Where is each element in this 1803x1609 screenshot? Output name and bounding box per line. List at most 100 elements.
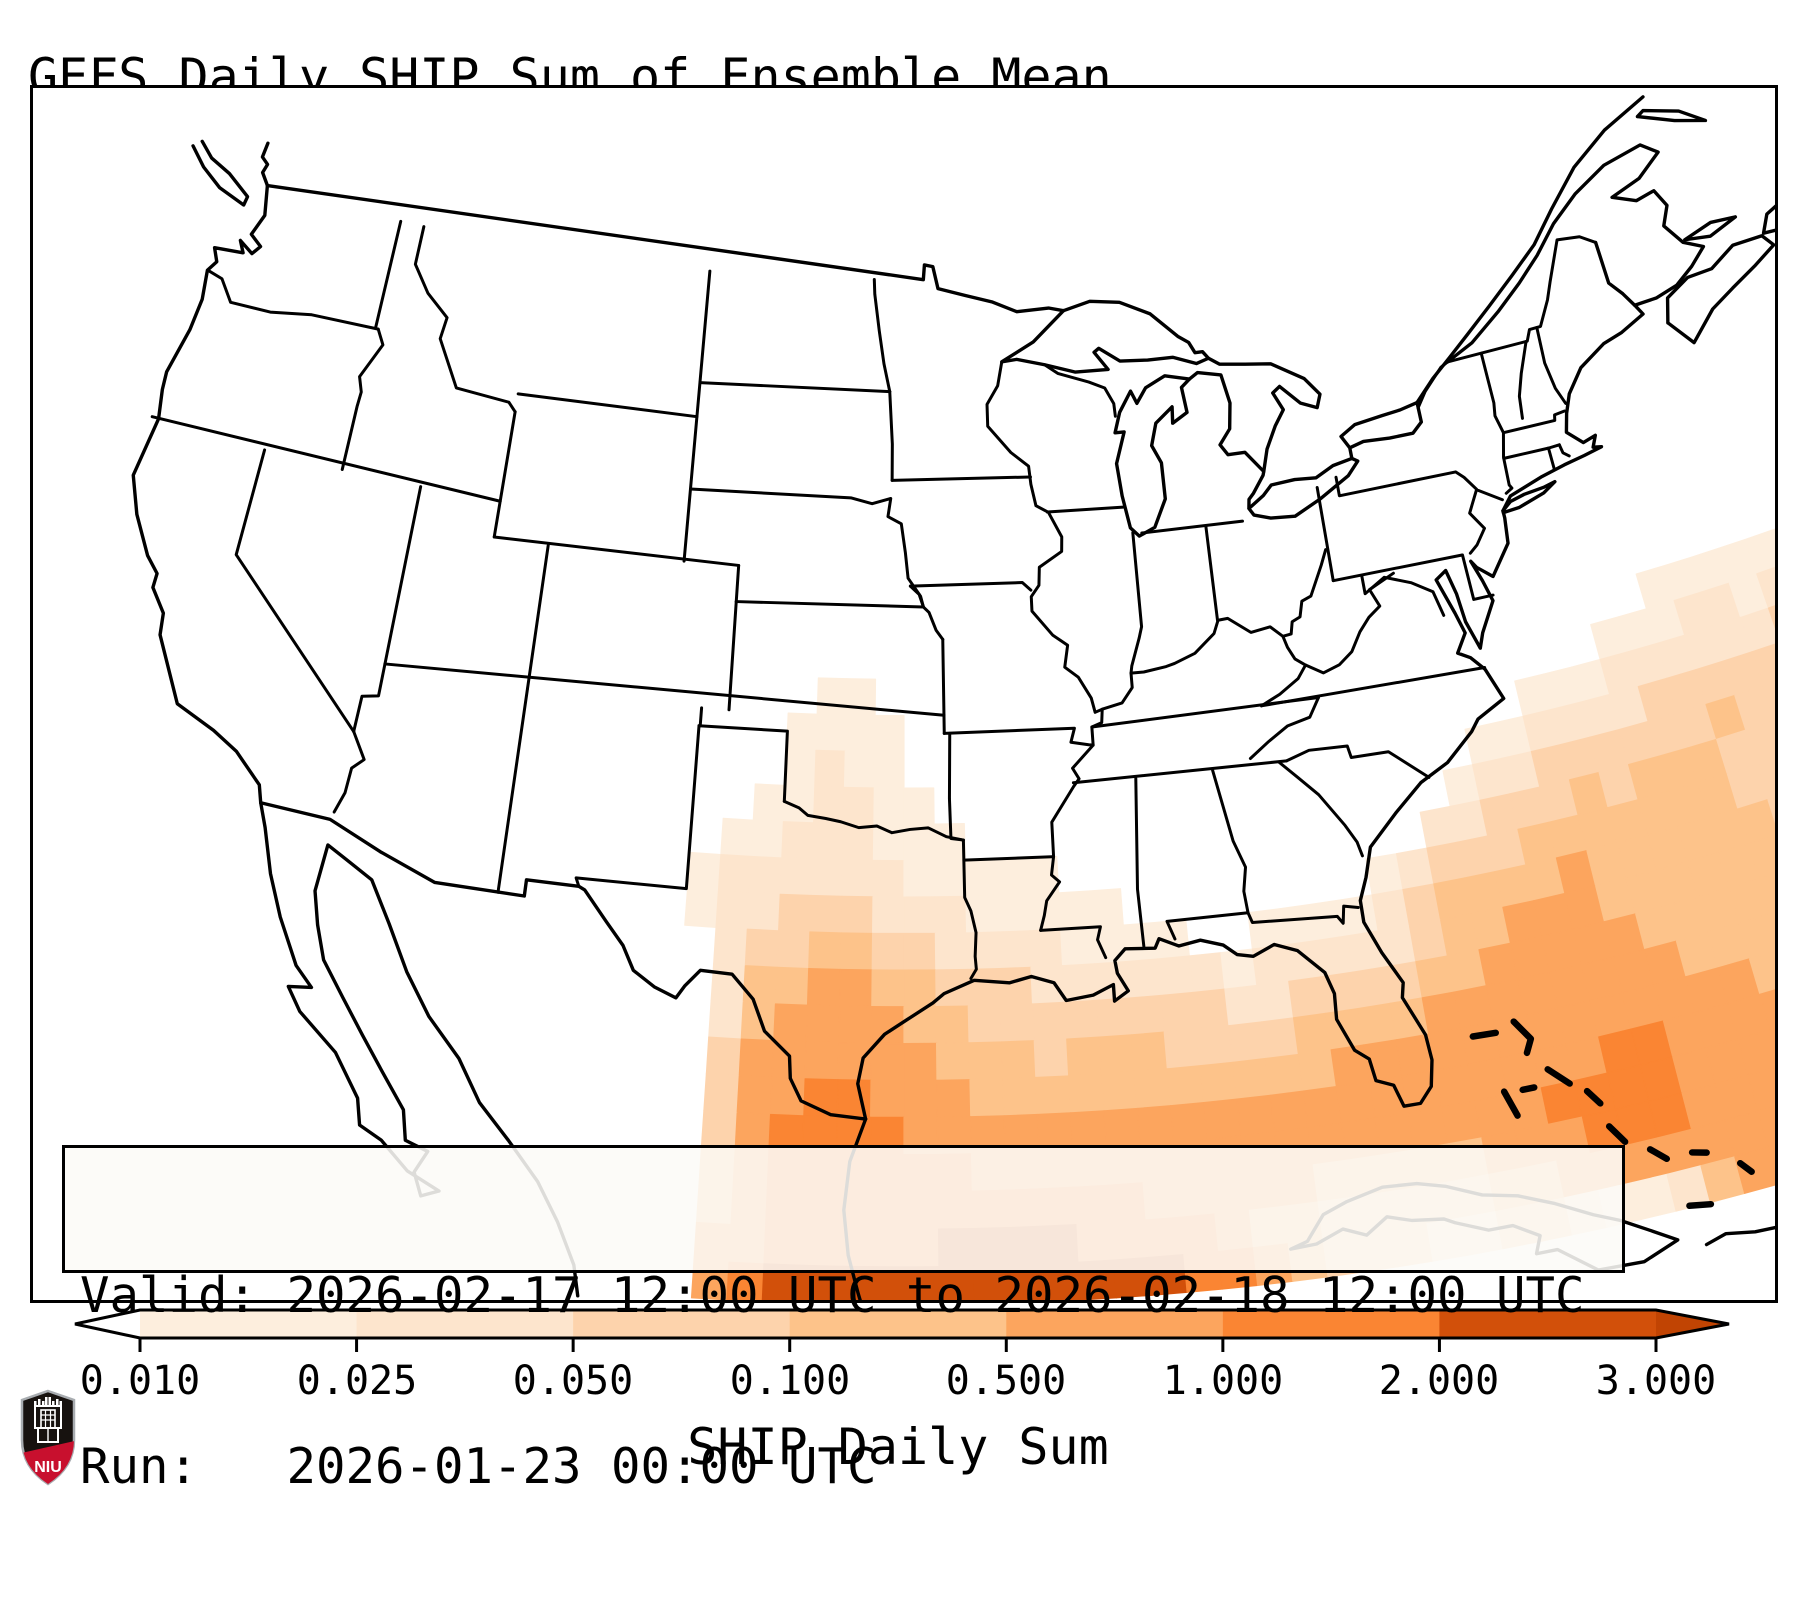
heat-cell bbox=[1092, 925, 1126, 964]
heat-cell bbox=[904, 1043, 937, 1080]
heat-cell bbox=[745, 929, 778, 967]
heat-cell bbox=[1090, 889, 1124, 928]
heat-cell bbox=[1065, 1000, 1099, 1039]
heat-cell bbox=[838, 1043, 871, 1080]
heat-cell bbox=[874, 752, 904, 788]
heat-cell bbox=[873, 897, 904, 934]
heat-cell bbox=[743, 966, 777, 1004]
heat-cell bbox=[904, 897, 935, 934]
heat-cell bbox=[1326, 1009, 1364, 1050]
heat-cell bbox=[1067, 1037, 1102, 1076]
heat-cell bbox=[1161, 993, 1197, 1033]
heat-cell bbox=[970, 1079, 1004, 1117]
heat-cell bbox=[1204, 1099, 1241, 1139]
heat-cell bbox=[968, 1005, 1001, 1043]
heat-cell bbox=[845, 715, 875, 752]
heat-cell bbox=[1193, 989, 1229, 1029]
heat-cell bbox=[842, 860, 873, 897]
heat-cell bbox=[1003, 1078, 1038, 1116]
colorbar-over-arrow bbox=[1656, 1310, 1729, 1338]
heat-cell bbox=[709, 1000, 743, 1039]
heat-cell bbox=[872, 933, 904, 970]
heat-cell bbox=[780, 858, 812, 896]
heat-cell bbox=[1261, 1018, 1298, 1059]
heat-cell bbox=[1158, 956, 1193, 996]
heat-cell bbox=[872, 970, 904, 1007]
heat-cell bbox=[685, 889, 719, 928]
map-svg bbox=[33, 88, 1775, 1300]
heat-cell bbox=[1358, 1003, 1396, 1045]
heat-cell bbox=[1167, 1066, 1203, 1106]
heat-cell bbox=[1171, 1103, 1208, 1143]
heat-cell bbox=[999, 967, 1032, 1005]
heat-cell bbox=[937, 1043, 970, 1080]
heat-cell bbox=[841, 896, 873, 933]
heat-cell bbox=[749, 856, 781, 894]
heat-cell bbox=[873, 860, 904, 897]
heat-cell bbox=[844, 787, 875, 824]
heat-cell bbox=[1102, 1072, 1138, 1111]
heat-cell bbox=[777, 931, 810, 969]
heat-cell bbox=[1031, 966, 1065, 1004]
heat-cell bbox=[1126, 959, 1161, 998]
heat-cell bbox=[839, 1006, 872, 1043]
heat-cell bbox=[837, 1080, 871, 1118]
heat-cell bbox=[1033, 1002, 1067, 1040]
heat-cell bbox=[1303, 1087, 1341, 1128]
heat-cell bbox=[1132, 1032, 1168, 1071]
heat-cell bbox=[1352, 967, 1390, 1008]
heat-cell bbox=[718, 855, 751, 893]
heat-cell bbox=[1034, 1039, 1068, 1077]
heat-cell bbox=[1200, 1062, 1237, 1102]
heat-cell bbox=[937, 1080, 971, 1118]
heat-cell bbox=[1164, 1029, 1200, 1069]
heat-cell bbox=[1229, 1022, 1266, 1062]
heat-cell bbox=[787, 713, 818, 750]
heat-cell bbox=[841, 933, 873, 970]
heat-cell bbox=[812, 823, 843, 860]
heat-cell bbox=[935, 933, 967, 970]
heat-cell bbox=[739, 1039, 773, 1077]
heat-cell bbox=[904, 788, 934, 824]
heat-cell bbox=[805, 1042, 839, 1080]
heat-cell bbox=[1069, 1074, 1104, 1113]
heat-cell bbox=[1252, 945, 1288, 985]
heat-cell bbox=[785, 749, 816, 786]
heat-cell bbox=[1137, 1106, 1174, 1146]
heat-cell bbox=[1036, 1076, 1071, 1115]
heat-cell bbox=[1129, 996, 1164, 1035]
heat-cell bbox=[1331, 1045, 1369, 1087]
heat-cell bbox=[998, 931, 1031, 969]
heat-cell bbox=[1279, 904, 1315, 945]
heat-cell bbox=[1097, 998, 1132, 1037]
heat-cell bbox=[1257, 981, 1294, 1022]
heat-cell bbox=[1029, 929, 1062, 967]
heat-cell bbox=[721, 818, 753, 856]
heat-cell bbox=[688, 852, 721, 891]
heat-cell bbox=[806, 1005, 839, 1043]
heat-cell bbox=[871, 1080, 904, 1117]
heat-cell bbox=[871, 1043, 904, 1080]
heat-cell bbox=[904, 1080, 937, 1117]
heat-cell bbox=[779, 894, 812, 932]
heat-cell bbox=[1298, 1050, 1336, 1091]
heat-cell bbox=[843, 824, 874, 861]
heat-cell bbox=[1266, 1054, 1304, 1095]
heat-cell bbox=[774, 1004, 808, 1042]
heat-cell bbox=[874, 788, 904, 824]
heat-cell bbox=[1000, 1004, 1034, 1042]
heat-cell bbox=[1197, 1026, 1233, 1066]
heat-cell bbox=[775, 967, 808, 1005]
niu-logo-text: NIU bbox=[34, 1459, 62, 1476]
heat-cell bbox=[1135, 1069, 1171, 1109]
heat-cell bbox=[936, 1006, 969, 1043]
info-box-run-line: Run: 2026-01-23 00:00 UTC bbox=[80, 1438, 1622, 1495]
heat-cell bbox=[904, 933, 936, 970]
heat-cell bbox=[714, 927, 748, 965]
heat-cell bbox=[817, 678, 847, 715]
heat-cell bbox=[965, 859, 997, 896]
heat-cell bbox=[815, 750, 845, 787]
heat-cell bbox=[1225, 985, 1261, 1025]
niu-logo: NIU bbox=[17, 1388, 79, 1488]
heat-cell bbox=[1002, 1041, 1036, 1079]
